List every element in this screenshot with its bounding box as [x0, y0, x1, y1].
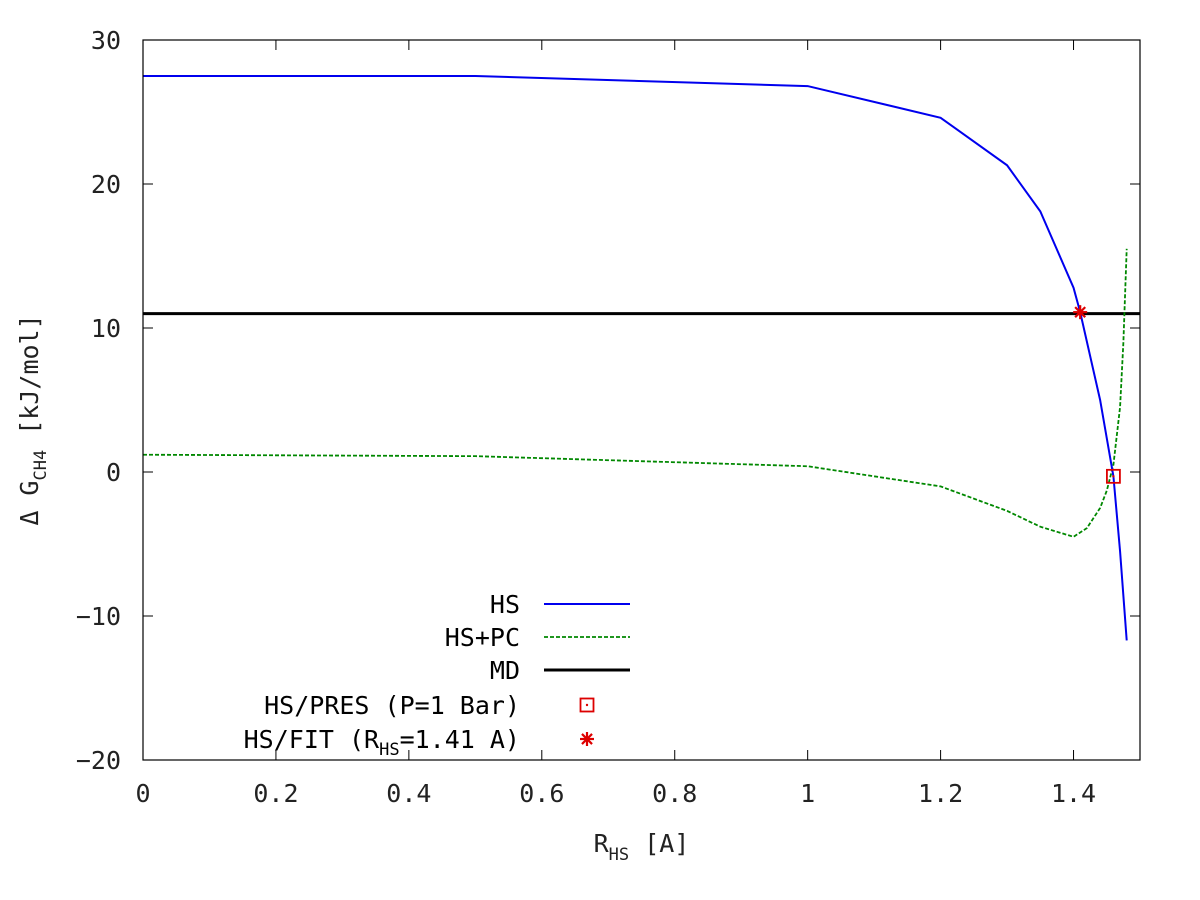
- legend-sample-hs-fit: [580, 732, 594, 746]
- legend-label-hs-fit-post: =1.41 A): [400, 725, 520, 754]
- y-axis-label-main: Δ G: [15, 481, 44, 526]
- y-tick-label: −20: [76, 746, 121, 775]
- x-axis-label-main: R: [594, 829, 610, 858]
- y-tick-label: −10: [76, 602, 121, 631]
- x-axis-label: RHS [A]: [594, 829, 690, 865]
- x-tick-label: 0.4: [386, 779, 431, 808]
- legend-label-hs-fit-pre: HS/FIT (R: [244, 725, 380, 754]
- y-axis-label: Δ GCH4 [kJ/mol]: [15, 314, 51, 525]
- ticks-layer: 0 0.2 0.4 0.6 0.8 1 1.2 1.4 −20 −10 0 10 20 30: [76, 26, 1140, 808]
- x-tick-label: 1.2: [918, 779, 963, 808]
- x-tick-label: 0.8: [652, 779, 697, 808]
- x-axis-label-rest: [A]: [629, 829, 689, 858]
- x-tick-label: 0.2: [253, 779, 298, 808]
- y-tick-label: 30: [91, 26, 121, 55]
- hs-fit-marker: [1073, 305, 1088, 320]
- plot-frame: [142, 39, 1141, 761]
- legend: HS HS+PC MD HS/PRES (P=1 Bar) HS/FIT (RH…: [244, 590, 630, 760]
- legend-sample-hs-pres: [579, 697, 595, 713]
- legend-label-hs-fit-sub: HS: [379, 740, 399, 760]
- x-tick-label: 1.4: [1051, 779, 1096, 808]
- y-axis-label-rest: [kJ/mol]: [15, 314, 44, 449]
- x-tick-label: 0.6: [519, 779, 564, 808]
- x-tick-label: 0: [135, 779, 150, 808]
- legend-label-hs-pres: HS/PRES (P=1 Bar): [264, 691, 520, 720]
- series-layer: [142, 75, 1140, 641]
- legend-label-hs: HS: [490, 590, 520, 619]
- legend-label-hs-fit: HS/FIT (RHS=1.41 A): [244, 725, 520, 760]
- hs-pc-line: [142, 248, 1128, 538]
- y-axis-label-sub: CH4: [31, 450, 51, 481]
- y-tick-label: 20: [91, 170, 121, 199]
- y-tick-label: 0: [106, 458, 121, 487]
- x-tick-label: 1: [800, 779, 815, 808]
- legend-label-hs-pc: HS+PC: [445, 623, 520, 652]
- hs-pres-marker: [1106, 468, 1121, 484]
- y-tick-label: 10: [91, 314, 121, 343]
- x-axis-label-sub: HS: [609, 845, 629, 865]
- legend-label-md: MD: [490, 656, 520, 685]
- hs-line: [143, 75, 1128, 641]
